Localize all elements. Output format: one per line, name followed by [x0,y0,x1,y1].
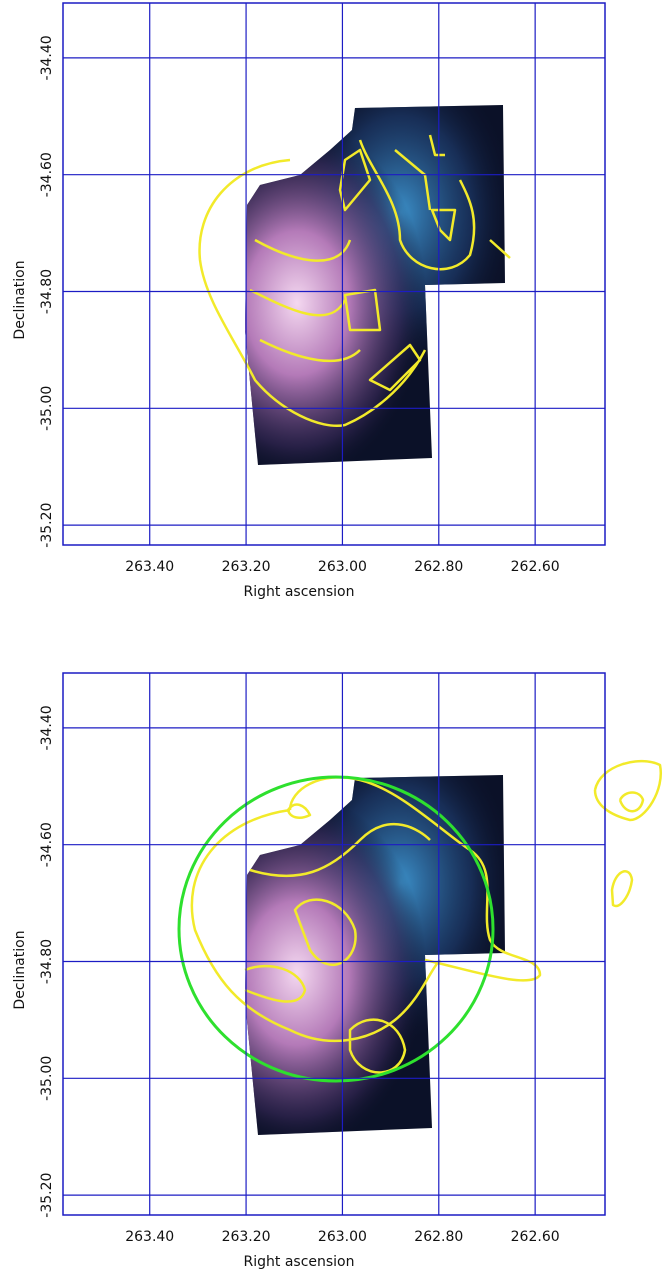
x-tick-label: 262.60 [511,559,560,575]
y-axis-label: Declination [12,930,28,1009]
y-tick-label: -34.80 [39,269,55,314]
x-tick-label: 263.00 [318,559,367,575]
figure: 263.40 263.20 263.00 262.80 262.60 -34.40 -34.… [0,0,664,1275]
x-axis-label: Right ascension [244,1254,355,1270]
x-tick-label: 263.40 [125,559,174,575]
y-tick-label: -35.00 [39,386,55,431]
x-tick-label: 263.00 [318,1229,367,1245]
x-tick-label: 263.20 [222,559,271,575]
y-tick-label: -35.20 [39,503,55,548]
y-tick-label: -34.40 [39,705,55,750]
x-tick-label: 263.40 [125,1229,174,1245]
x-tick-label: 262.80 [414,559,463,575]
y-tick-label: -34.80 [39,939,55,984]
x-axis-label: Right ascension [244,584,355,600]
y-tick-label: -34.60 [39,152,55,197]
x-tick-label: 263.20 [222,1229,271,1245]
x-tick-label: 262.60 [511,1229,560,1245]
y-tick-label: -34.60 [39,822,55,867]
y-tick-label: -34.40 [39,35,55,80]
y-tick-label: -35.00 [39,1056,55,1101]
y-axis-label: Declination [12,260,28,339]
y-tick-label: -35.20 [39,1173,55,1218]
x-tick-label: 262.80 [414,1229,463,1245]
